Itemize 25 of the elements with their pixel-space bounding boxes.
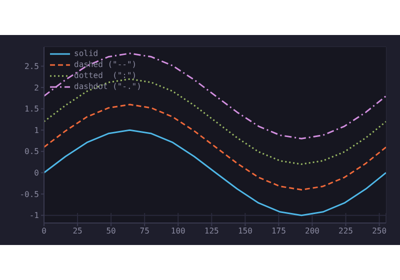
x-tick-label: 25	[72, 226, 83, 236]
x-tick-label: 200	[305, 226, 320, 236]
x-tick-label: 250	[372, 226, 387, 236]
y-tick-label: 1.5	[24, 104, 40, 114]
line-series	[44, 78, 386, 165]
x-tick-label: 50	[106, 226, 116, 236]
legend-label: dotted (":")	[74, 70, 137, 81]
y-tick-label: 2.5	[24, 62, 40, 72]
x-tick-label: 225	[338, 226, 354, 236]
y-tick-label: 2	[34, 83, 40, 92]
y-tick-label: -1	[29, 211, 40, 220]
legend-label: dashed ("--")	[74, 59, 137, 70]
x-tick-label: 150	[238, 226, 253, 236]
x-tick-label: 75	[140, 226, 150, 236]
x-tick-label: 125	[204, 226, 220, 236]
legend-label: solid	[74, 48, 98, 59]
x-tick-label: 100	[170, 226, 186, 236]
y-tick-label: 0	[34, 168, 40, 178]
line-series	[44, 129, 386, 216]
y-tick-label: 0.5	[24, 147, 40, 156]
y-tick-label: -0.5	[20, 190, 40, 199]
y-tick-label: 1	[34, 126, 40, 135]
x-tick-label: 0	[42, 226, 47, 236]
x-tick-label: 175	[271, 226, 286, 236]
line-series	[44, 104, 386, 191]
